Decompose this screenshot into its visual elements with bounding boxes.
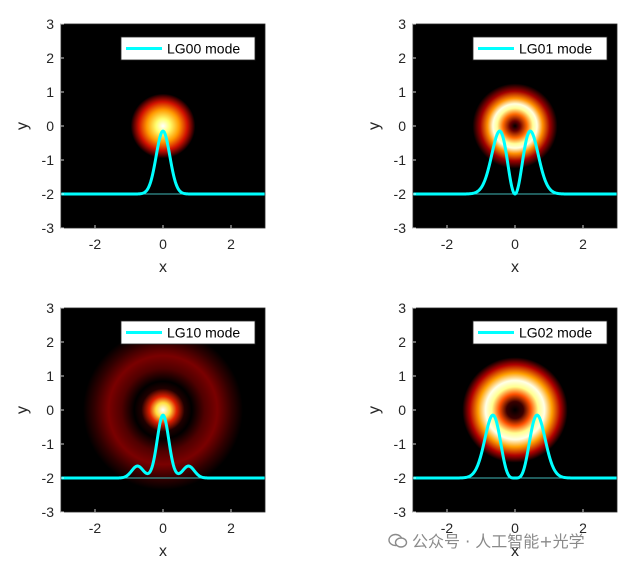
legend: LG00 mode [120,36,256,61]
legend-label: LG10 mode [167,325,240,341]
profile-line [60,413,266,480]
legend-label: LG02 mode [519,325,592,341]
y-tick-label: 2 [46,334,54,350]
watermark: 公众号 · 人工智能+光学 [388,528,585,552]
x-tick-label: 0 [511,520,519,536]
intensity-pattern [130,93,196,159]
legend-box [120,36,256,61]
legend-box [472,320,608,345]
y-tick-label: -3 [394,220,407,236]
panel-lg01: -3 -2 -1 0 1 2 3 -2 0 2 x y LG01 mode [366,16,618,276]
y-tick-label: -2 [42,470,55,486]
x-tick-label: 2 [227,520,235,536]
intensity-pattern [462,357,568,463]
x-tick-label: -2 [89,520,102,536]
legend: LG02 mode [472,320,608,345]
x-axis-label: x [159,259,167,276]
x-tick-label: -2 [89,236,102,252]
panel-lg02: -3 -2 -1 0 1 2 3 -2 0 2 x y LG02 mode [366,300,618,560]
y-tick-label: 2 [398,334,406,350]
legend: LG01 mode [472,36,608,61]
y-tick-label: 1 [46,368,54,384]
x-tick-label: 2 [579,520,587,536]
x-tick-label: 0 [511,236,519,252]
intensity-pattern [83,330,243,490]
y-tick-label: 0 [398,402,406,418]
y-tick-label: -3 [42,504,55,520]
y-tick-label: -1 [394,436,407,452]
y-tick-label: 1 [398,84,406,100]
y-tick-label: -1 [394,152,407,168]
y-tick-label: 1 [46,84,54,100]
x-tick-label: 2 [227,236,235,252]
x-axis-label: x [159,543,167,560]
legend-label: LG00 mode [167,41,240,57]
y-tick-label: 3 [398,300,406,316]
y-tick-label: 3 [46,300,54,316]
y-tick-label: 2 [398,50,406,66]
legend-label: LG01 mode [519,41,592,57]
y-tick-label: 3 [46,16,54,32]
legend-box [120,320,256,345]
x-axis-label: x [511,543,519,560]
x-tick-label: 0 [159,236,167,252]
watermark-text: 公众号 · 人工智能+光学 [412,532,585,551]
profile-line [60,129,266,196]
x-tick-label: -2 [441,520,454,536]
y-tick-label: -2 [394,470,407,486]
y-tick-label: -1 [42,152,55,168]
panel-lg00: -3 -2 -1 0 1 2 3 -2 0 2 x y LG00 mode [14,16,266,276]
profile-line [412,129,618,196]
profile-line [412,413,618,480]
legend-box [472,36,608,61]
y-tick-label: 0 [398,118,406,134]
intensity-pattern [472,83,558,169]
y-tick-label: 1 [398,368,406,384]
y-axis-label: y [14,406,31,414]
y-tick-label: -2 [394,186,407,202]
x-tick-label: -2 [441,236,454,252]
x-axis-label: x [511,259,519,276]
x-tick-label: 2 [579,236,587,252]
y-tick-label: 3 [398,16,406,32]
y-tick-label: -2 [42,186,55,202]
legend: LG10 mode [120,320,256,345]
y-tick-label: -3 [394,504,407,520]
y-axis-label: y [366,122,383,130]
x-tick-label: 0 [159,520,167,536]
panel-lg10: -3 -2 -1 0 1 2 3 -2 0 2 x y LG10 mode [14,300,266,560]
y-axis-label: y [14,122,31,130]
y-axis-label: y [366,406,383,414]
y-tick-label: -1 [42,436,55,452]
y-tick-label: -3 [42,220,55,236]
y-tick-label: 0 [46,118,54,134]
y-tick-label: 2 [46,50,54,66]
wechat-icon [388,533,408,548]
y-tick-label: 0 [46,402,54,418]
